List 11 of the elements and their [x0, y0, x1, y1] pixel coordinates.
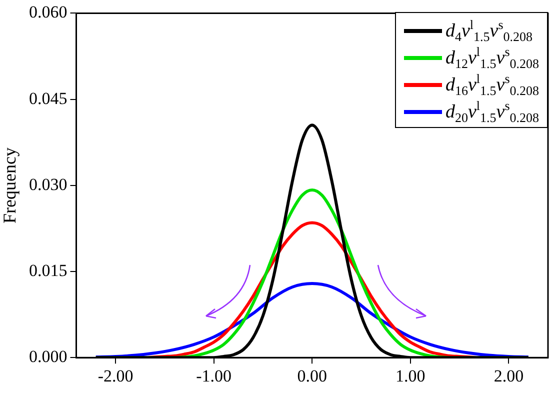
y-tick-label: 0.030 — [29, 174, 68, 194]
x-tick-label: 1.00 — [396, 366, 426, 386]
x-tick-label: -1.00 — [196, 366, 232, 386]
x-tick-label: 0.00 — [297, 366, 327, 386]
y-tick-label: 0.045 — [29, 88, 68, 108]
y-tick-label: 0.060 — [29, 2, 68, 22]
y-tick-label: 0.000 — [29, 347, 68, 366]
x-tick-label: 2.00 — [494, 366, 524, 386]
y-tick-label: 0.015 — [29, 260, 68, 280]
x-tick-label: -2.00 — [98, 366, 134, 386]
y-axis-title: Frequency — [0, 146, 20, 226]
